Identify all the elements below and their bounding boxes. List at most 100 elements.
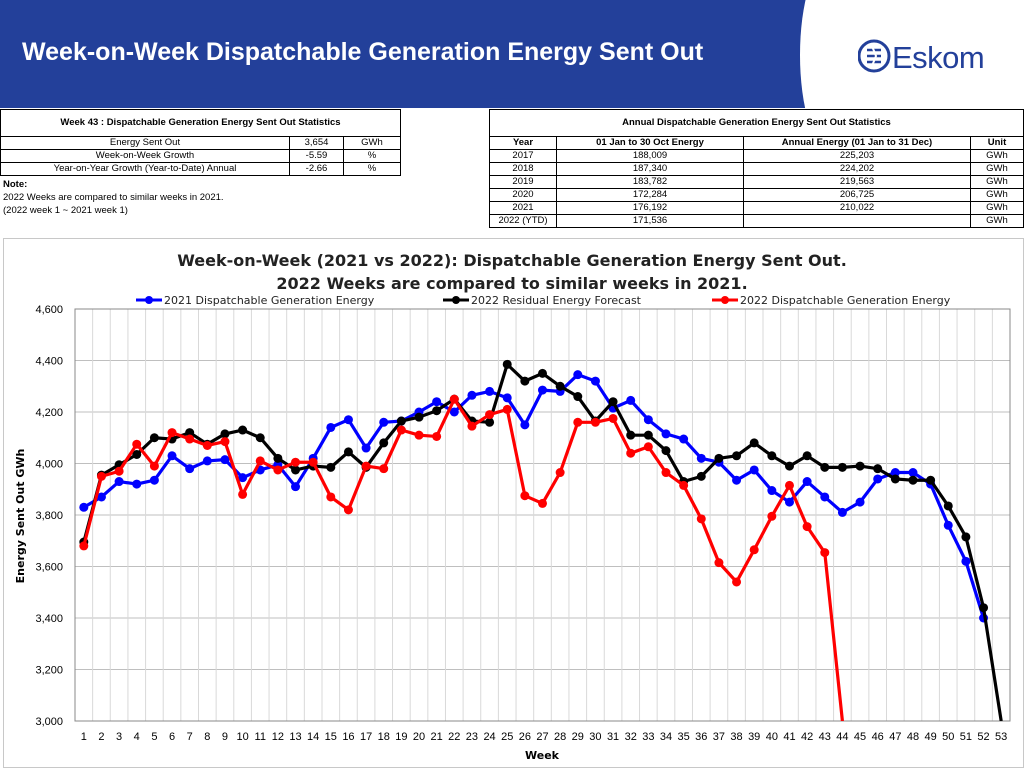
page-title: Week-on-Week Dispatchable Generation Ene… — [22, 38, 704, 66]
data-point — [414, 412, 424, 422]
table-row: 2019 183,782 219,563 GWh — [489, 175, 1024, 189]
data-point — [590, 417, 600, 427]
header-banner: Week-on-Week Dispatchable Generation Ene… — [0, 0, 1024, 150]
x-tick-label: 29 — [572, 731, 584, 743]
data-point — [149, 475, 159, 485]
data-point — [661, 429, 671, 439]
data-point — [538, 368, 547, 378]
x-tick-label: 26 — [519, 731, 531, 743]
table-cell: GWh — [970, 175, 1024, 189]
table-cell: 176,192 — [556, 201, 744, 215]
data-point — [608, 397, 618, 407]
data-point — [485, 386, 495, 396]
data-point — [802, 477, 812, 487]
data-point — [79, 541, 89, 551]
x-tick-label: 1 — [81, 731, 87, 743]
data-point — [696, 514, 706, 524]
data-point — [96, 492, 106, 502]
header-bar — [0, 0, 830, 108]
x-tick-label: 25 — [501, 731, 513, 743]
y-tick-label: 3,000 — [35, 716, 63, 728]
data-point — [520, 420, 530, 430]
data-point — [943, 501, 953, 511]
x-tick-label: 47 — [889, 731, 901, 743]
x-tick-label: 43 — [819, 731, 831, 743]
stat-value: -2.66 — [289, 162, 344, 176]
note-heading: Note: — [3, 179, 28, 190]
table-cell: 2022 (YTD) — [489, 214, 557, 228]
table-cell — [743, 214, 971, 228]
x-axis-label: Week — [525, 749, 560, 762]
data-point — [149, 461, 159, 471]
data-point — [291, 482, 301, 492]
data-point — [908, 468, 918, 478]
legend-swatch-marker — [452, 296, 460, 304]
data-point — [961, 532, 971, 542]
data-point — [820, 548, 830, 558]
data-point — [696, 453, 706, 463]
data-point — [784, 461, 794, 471]
table-cell: GWh — [970, 214, 1024, 228]
data-point — [961, 556, 971, 566]
x-tick-label: 31 — [607, 731, 619, 743]
data-point — [167, 428, 177, 438]
table-cell: GWh — [970, 201, 1024, 215]
data-point — [714, 453, 724, 463]
data-point — [855, 461, 865, 471]
table-cell: 219,563 — [743, 175, 971, 189]
data-point — [643, 442, 653, 452]
data-point — [485, 410, 495, 420]
x-tick-label: 52 — [977, 731, 989, 743]
data-point — [749, 465, 759, 475]
x-tick-label: 48 — [907, 731, 919, 743]
annual-stats-table: Annual Dispatchable Generation Energy Se… — [489, 109, 1024, 228]
legend-swatch-marker — [721, 296, 729, 304]
x-tick-label: 23 — [466, 731, 478, 743]
stat-label: Year-on-Year Growth (Year-to-Date) Annua… — [0, 162, 290, 176]
y-axis-ticks: 3,000 3,200 3,400 3,600 3,800 4,000 4,200 4,400… — [35, 304, 63, 728]
weekly-stats-table: Week 43 : Dispatchable Generation Energy… — [0, 109, 401, 176]
x-tick-label: 44 — [836, 731, 848, 743]
legend-label: 2021 Dispatchable Generation Energy — [164, 294, 375, 307]
data-point — [238, 473, 248, 483]
data-point — [908, 475, 918, 485]
data-point — [679, 480, 689, 490]
x-tick-label: 33 — [642, 731, 654, 743]
data-point — [220, 429, 230, 439]
stat-unit: GWh — [343, 136, 401, 150]
table-header-row: Year 01 Jan to 30 Oct Energy Annual Ener… — [489, 136, 1024, 150]
data-point — [185, 434, 195, 444]
x-tick-label: 21 — [431, 731, 443, 743]
data-point — [502, 404, 512, 414]
data-point — [114, 477, 124, 487]
x-tick-label: 20 — [413, 731, 425, 743]
data-point — [679, 434, 689, 444]
data-point — [326, 492, 336, 502]
x-tick-label: 41 — [783, 731, 795, 743]
data-point — [626, 395, 636, 405]
y-tick-label: 4,600 — [35, 304, 63, 316]
data-point — [273, 465, 283, 475]
table-row: 2018 187,340 224,202 GWh — [489, 162, 1024, 176]
data-point — [855, 497, 865, 507]
x-tick-label: 49 — [924, 731, 936, 743]
series-layer — [79, 359, 1003, 721]
data-point — [132, 449, 142, 459]
data-point — [114, 466, 124, 476]
chart-title: Week-on-Week (2021 vs 2022): Dispatchabl… — [177, 251, 847, 270]
data-point — [185, 464, 195, 474]
note-line: 2022 Weeks are compared to similar weeks… — [3, 192, 224, 203]
data-point — [273, 453, 283, 463]
x-tick-label: 30 — [589, 731, 601, 743]
stat-unit: % — [343, 162, 401, 176]
data-point — [96, 471, 106, 481]
data-point — [643, 430, 653, 440]
data-point — [784, 497, 794, 507]
data-point — [291, 457, 301, 467]
data-point — [573, 392, 583, 402]
legend-swatch-marker — [145, 296, 153, 304]
data-point — [837, 462, 847, 472]
y-tick-label: 3,600 — [35, 562, 63, 574]
data-point — [79, 502, 89, 512]
data-point — [485, 417, 495, 427]
